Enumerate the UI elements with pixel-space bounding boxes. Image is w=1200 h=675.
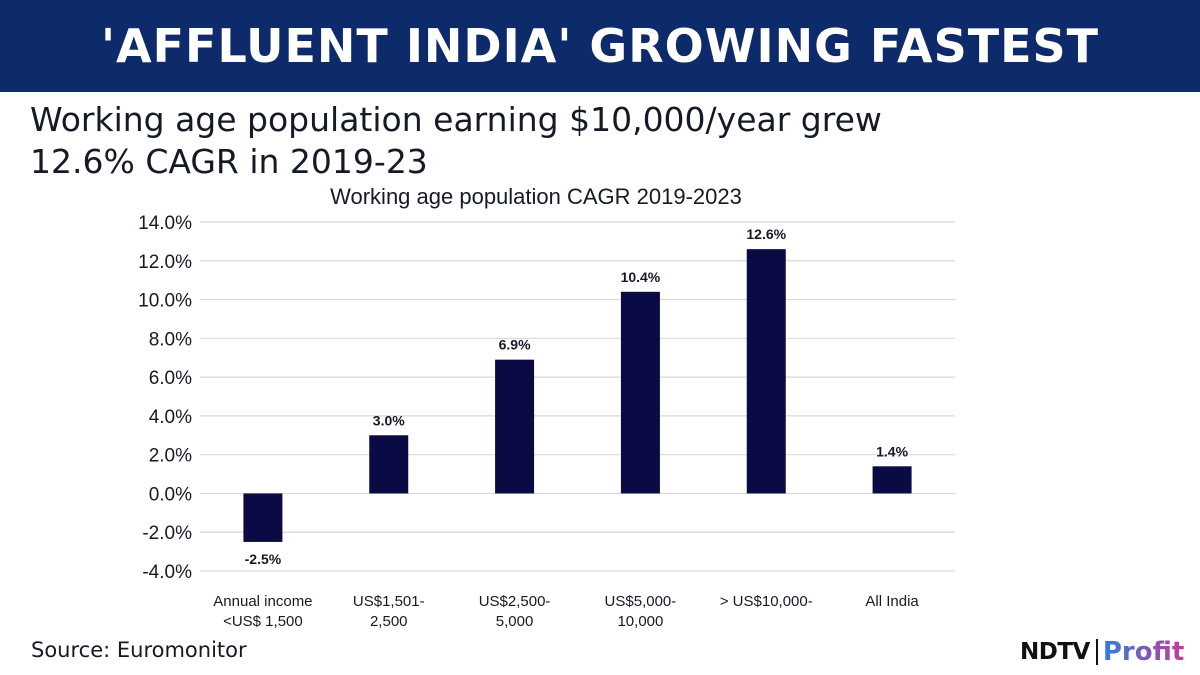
source-note: Source: Euromonitor <box>31 638 247 662</box>
bar <box>620 291 660 494</box>
subtitle-line-1: Working age population earning $10,000/y… <box>30 100 882 139</box>
y-tick-label: 10.0% <box>138 291 192 312</box>
x-tick-label: 10,000 <box>617 613 663 630</box>
x-tick-label: All India <box>865 593 919 610</box>
data-label: 1.4% <box>876 443 908 459</box>
logo-divider <box>1095 639 1098 665</box>
y-tick-label: 12.0% <box>138 252 192 273</box>
x-tick-label: US$5,000- <box>605 593 677 610</box>
data-label: 6.9% <box>499 337 531 353</box>
bar <box>872 466 912 494</box>
chart-title: Working age population CAGR 2019-2023 <box>330 184 742 209</box>
page-title: 'AFFLUENT INDIA' GROWING FASTEST <box>100 19 1100 73</box>
y-tick-label: 6.0% <box>149 368 192 389</box>
bar <box>369 435 409 494</box>
ndtv-profit-logo: NDTV Profit <box>1020 636 1184 668</box>
title-banner: 'AFFLUENT INDIA' GROWING FASTEST <box>0 0 1200 92</box>
data-label: 12.6% <box>746 226 786 242</box>
y-tick-label: 4.0% <box>149 407 192 428</box>
x-tick-label: 2,500 <box>370 613 408 630</box>
subtitle-line-2: 12.6% CAGR in 2019-23 <box>30 142 428 181</box>
bar <box>243 493 283 542</box>
x-tick-label: > US$10,000- <box>720 593 813 610</box>
logo-profit: Profit <box>1102 637 1185 667</box>
x-tick-label: US$2,500- <box>479 593 551 610</box>
y-tick-label: -4.0% <box>142 562 192 583</box>
subtitle: Working age population earning $10,000/y… <box>30 99 1030 183</box>
data-label: 3.0% <box>373 412 405 428</box>
y-tick-label: 14.0% <box>138 213 192 234</box>
x-tick-label: <US$ 1,500 <box>223 613 303 630</box>
bar <box>746 249 786 494</box>
y-tick-label: 0.0% <box>149 484 192 505</box>
bar <box>495 359 535 494</box>
data-label: 10.4% <box>621 269 661 285</box>
y-tick-label: -2.0% <box>142 523 192 544</box>
y-tick-label: 8.0% <box>149 329 192 350</box>
logo-ndtv: NDTV <box>1020 639 1090 665</box>
data-label: -2.5% <box>245 551 282 567</box>
x-tick-label: US$1,501- <box>353 593 425 610</box>
x-tick-label: Annual income <box>213 593 312 610</box>
x-tick-label: 5,000 <box>496 613 534 630</box>
y-tick-label: 2.0% <box>149 446 192 467</box>
